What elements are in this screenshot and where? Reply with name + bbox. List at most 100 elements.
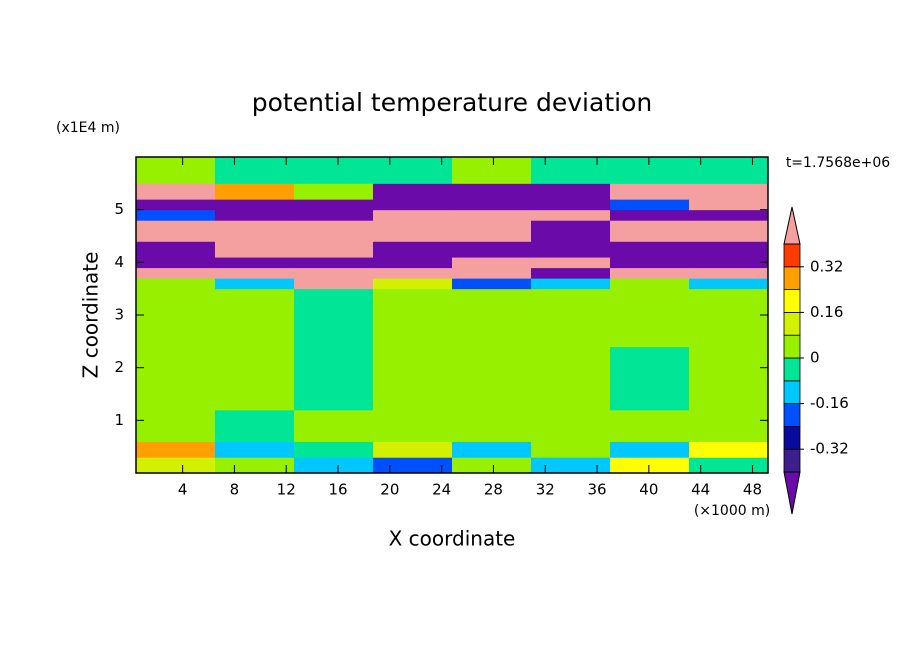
field-cell <box>689 157 769 184</box>
field-cell <box>215 409 295 442</box>
field-cell <box>294 346 374 411</box>
field-cell <box>531 288 611 348</box>
field-cell <box>452 183 532 200</box>
x-axis-label: X coordinate <box>389 527 516 551</box>
field-cell <box>689 220 769 242</box>
x-tick-label: 16 <box>328 481 347 499</box>
field-cell <box>136 288 216 348</box>
field-cell <box>294 157 374 184</box>
field-cell <box>689 278 769 290</box>
field-cell <box>373 241 453 258</box>
field-cell <box>373 199 453 211</box>
field-cell <box>689 241 769 258</box>
field-cell <box>452 257 532 269</box>
y-unit: (x1E4 m) <box>56 120 120 136</box>
x-tick-label: 32 <box>536 481 555 499</box>
field-cell <box>452 267 532 279</box>
colorbar-segment <box>783 403 801 427</box>
field-cell <box>215 278 295 290</box>
colorbar-segment <box>783 289 801 313</box>
field-cell <box>136 409 216 442</box>
chart-title: potential temperature deviation <box>252 88 652 117</box>
field-cell <box>531 199 611 211</box>
y-tick-label: 1 <box>114 411 124 429</box>
field-cell <box>294 441 374 458</box>
field-cell <box>373 257 453 269</box>
colorbar-segment <box>783 243 801 268</box>
field-cell <box>136 457 216 474</box>
field-cell <box>136 257 216 269</box>
field-cell <box>215 183 295 200</box>
field-cell <box>610 267 690 279</box>
field-cell <box>531 278 611 290</box>
colorbar-tick-label: 0.16 <box>810 303 843 321</box>
colorbar-segment <box>783 311 801 336</box>
field-cell <box>136 267 216 279</box>
field-cell <box>531 241 611 258</box>
field-cell <box>215 346 295 411</box>
field-cell <box>610 199 690 211</box>
field-cell <box>136 209 216 221</box>
field-cell <box>215 288 295 348</box>
colorbar-segment <box>783 266 801 290</box>
field-cell <box>294 209 374 221</box>
colorbar-under <box>783 471 801 515</box>
field-cell <box>452 457 532 474</box>
field-cell <box>689 209 769 221</box>
field-cell <box>215 441 295 458</box>
x-tick-label: 4 <box>178 481 188 499</box>
colorbar-tick-label: 0 <box>810 349 820 367</box>
field-cell <box>610 346 690 411</box>
field-cell <box>215 199 295 211</box>
field-cell <box>452 409 532 442</box>
field-cell <box>452 157 532 184</box>
field-cell <box>610 241 690 258</box>
field-cell <box>136 199 216 211</box>
field-cell <box>215 209 295 221</box>
y-axis-label: Z coordinate <box>79 252 103 379</box>
field-cell <box>689 183 769 200</box>
field-cell <box>294 257 374 269</box>
field-cell <box>136 241 216 258</box>
field-cell <box>610 220 690 242</box>
x-tick-label: 28 <box>484 481 503 499</box>
field-cell <box>215 257 295 269</box>
field-cell <box>373 220 453 242</box>
field-cell <box>531 409 611 442</box>
field-cell <box>294 409 374 442</box>
field-cell <box>610 288 690 348</box>
field-cell <box>136 220 216 242</box>
colorbar-tick-label: -0.32 <box>810 440 849 458</box>
field-cell <box>373 457 453 474</box>
y-tick-label: 4 <box>114 253 124 271</box>
colorbar-tick-label: 0.32 <box>810 257 843 275</box>
colorbar-segment <box>783 357 801 382</box>
field-cell <box>610 457 690 474</box>
field-cell <box>452 346 532 411</box>
field-cell <box>373 288 453 348</box>
field-cell <box>531 220 611 242</box>
field-cell <box>689 288 769 348</box>
field-cell <box>294 267 374 279</box>
y-tick-label: 2 <box>114 358 124 376</box>
field-cell <box>136 346 216 411</box>
field-cell <box>452 199 532 211</box>
x-tick-label: 44 <box>691 481 710 499</box>
field-cell <box>215 157 295 184</box>
colorbar-segment <box>783 425 801 450</box>
field-cell <box>136 441 216 458</box>
colorbar-tick-label: -0.16 <box>810 394 849 412</box>
field-cell <box>689 441 769 458</box>
colorbar-segment <box>783 380 801 404</box>
field-cell <box>452 209 532 221</box>
field-cell <box>531 157 611 184</box>
field-cell <box>610 157 690 184</box>
field-cell <box>452 241 532 258</box>
field-cell <box>373 441 453 458</box>
field-cell <box>215 220 295 242</box>
field-cell <box>689 409 769 442</box>
colorbar-segment <box>783 448 801 473</box>
field-cell <box>215 241 295 258</box>
field-cell <box>215 267 295 279</box>
field-cell <box>215 457 295 474</box>
